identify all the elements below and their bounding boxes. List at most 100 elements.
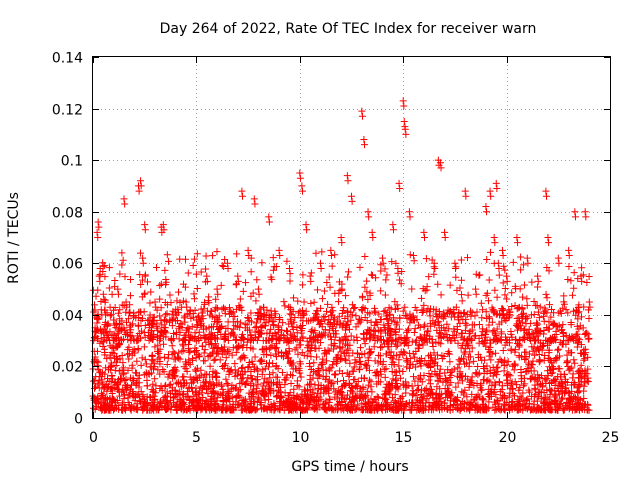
data-point: [211, 406, 219, 414]
data-point: [162, 392, 170, 400]
data-point: [221, 255, 229, 263]
data-point: [343, 369, 351, 377]
data-point: [401, 349, 409, 357]
data-point: [368, 228, 376, 236]
data-point: [383, 380, 391, 388]
data-point: [209, 367, 217, 375]
data-point: [377, 332, 385, 340]
data-point: [574, 315, 582, 323]
data-point: [554, 254, 562, 262]
data-point: [462, 372, 470, 380]
data-point: [185, 325, 193, 333]
data-point: [310, 298, 318, 306]
data-point: [498, 382, 506, 390]
data-point: [570, 381, 578, 389]
data-point: [175, 324, 183, 332]
data-point: [219, 385, 227, 393]
data-point: [127, 337, 135, 345]
data-point: [333, 320, 341, 328]
data-point: [193, 250, 201, 258]
y-tick-label: 0.1: [61, 154, 83, 170]
data-point: [300, 311, 308, 319]
data-point: [442, 394, 450, 402]
data-point: [211, 314, 219, 322]
data-point: [190, 255, 198, 263]
data-point: [354, 378, 362, 386]
data-point: [415, 385, 423, 393]
data-point: [342, 292, 350, 300]
data-point: [415, 406, 423, 414]
data-point: [115, 367, 123, 375]
data-point: [122, 385, 130, 393]
data-point: [573, 343, 581, 351]
data-point: [178, 383, 186, 391]
data-point: [517, 253, 525, 261]
data-point: [125, 350, 133, 358]
data-point: [485, 276, 493, 284]
data-point: [224, 337, 232, 345]
data-point: [514, 239, 522, 247]
data-point: [333, 401, 341, 409]
data-point: [565, 246, 573, 254]
data-point: [235, 302, 243, 310]
data-point: [466, 348, 474, 356]
data-point: [140, 398, 148, 406]
data-point: [136, 271, 144, 279]
data-point: [477, 386, 485, 394]
data-point: [395, 356, 403, 364]
data-point: [445, 381, 453, 389]
data-point: [503, 272, 511, 280]
data-point: [160, 353, 168, 361]
data-point: [487, 192, 495, 200]
data-point: [394, 406, 402, 414]
data-point: [555, 309, 563, 317]
data-point: [380, 395, 388, 403]
data-point: [94, 335, 102, 343]
data-point: [262, 404, 270, 412]
data-point: [318, 358, 326, 366]
data-point: [370, 327, 378, 335]
data-point: [531, 386, 539, 394]
data-point: [92, 383, 100, 391]
data-point: [398, 267, 406, 275]
data-point: [268, 275, 276, 283]
data-point: [119, 256, 127, 264]
data-point: [400, 102, 408, 110]
data-point: [141, 221, 149, 229]
data-point: [569, 291, 577, 299]
data-point: [583, 377, 591, 385]
data-point: [422, 255, 430, 263]
data-point: [158, 321, 166, 329]
data-point: [125, 355, 133, 363]
data-point: [305, 359, 313, 367]
data-point: [362, 364, 370, 372]
data-point: [215, 317, 223, 325]
data-point: [241, 324, 249, 332]
data-point: [283, 327, 291, 335]
data-point: [552, 392, 560, 400]
data-point: [244, 405, 252, 413]
data-point: [349, 402, 357, 410]
data-point: [472, 332, 480, 340]
data-point: [296, 307, 304, 315]
data-point: [235, 392, 243, 400]
data-point: [371, 304, 379, 312]
data-point: [399, 307, 407, 315]
data-point: [487, 356, 495, 364]
data-point: [474, 351, 482, 359]
data-point: [468, 390, 476, 398]
data-point: [160, 340, 168, 348]
data-point: [336, 343, 344, 351]
data-point: [358, 399, 366, 407]
data-point: [275, 246, 283, 254]
data-point: [458, 291, 466, 299]
data-point: [523, 295, 531, 303]
data-point: [377, 267, 385, 275]
data-point: [244, 374, 252, 382]
data-point: [441, 228, 449, 236]
data-point: [502, 336, 510, 344]
data-point: [148, 385, 156, 393]
data-point: [323, 307, 331, 315]
data-point: [426, 322, 434, 330]
data-point: [546, 301, 554, 309]
